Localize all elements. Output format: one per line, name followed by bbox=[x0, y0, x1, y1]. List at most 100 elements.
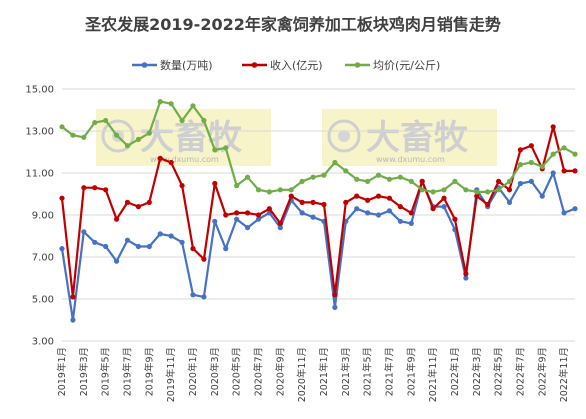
data-point bbox=[441, 187, 447, 193]
data-point bbox=[463, 275, 469, 281]
data-point bbox=[157, 155, 163, 161]
data-point bbox=[397, 174, 403, 180]
data-point bbox=[550, 151, 556, 157]
legend-marker-2 bbox=[354, 62, 361, 68]
x-tick-label: 2020年7月 bbox=[252, 347, 264, 396]
data-point bbox=[244, 174, 251, 180]
legend-item-2: 均价(元/公斤) bbox=[345, 59, 440, 72]
data-point bbox=[59, 195, 65, 201]
data-point bbox=[277, 187, 283, 193]
data-point bbox=[485, 189, 491, 195]
y-tick-label: 13.00 bbox=[25, 127, 54, 138]
data-point bbox=[452, 178, 458, 184]
data-point bbox=[168, 101, 174, 107]
data-point bbox=[135, 136, 142, 142]
data-point bbox=[113, 132, 120, 138]
data-point bbox=[419, 178, 425, 184]
x-tick-label: 2021年11月 bbox=[427, 347, 439, 402]
series-1 bbox=[59, 124, 578, 300]
data-point bbox=[310, 214, 316, 220]
y-axis: 3.00 5.00 7.00 9.00 11.00 13.00 15.00 bbox=[25, 85, 54, 348]
y-tick-label: 11.00 bbox=[25, 169, 54, 180]
legend-marker-1 bbox=[251, 62, 258, 68]
data-point bbox=[506, 187, 513, 193]
x-tick-label: 2020年9月 bbox=[274, 347, 286, 396]
data-point bbox=[506, 178, 513, 184]
x-tick-label: 2022年7月 bbox=[514, 347, 526, 396]
series-layer bbox=[59, 99, 578, 323]
series-0 bbox=[59, 170, 578, 323]
data-point bbox=[332, 292, 338, 298]
x-tick-label: 2020年5月 bbox=[231, 347, 243, 396]
data-point bbox=[255, 212, 262, 218]
data-point bbox=[354, 193, 360, 199]
data-point bbox=[168, 159, 174, 166]
data-point bbox=[386, 176, 393, 182]
x-tick-label: 2021年7月 bbox=[383, 347, 395, 396]
x-tick-label: 2022年1月 bbox=[449, 347, 461, 396]
data-point bbox=[168, 233, 174, 239]
data-point bbox=[506, 199, 513, 205]
data-point bbox=[244, 225, 251, 231]
data-point bbox=[135, 243, 142, 250]
data-point bbox=[135, 204, 142, 210]
data-point bbox=[354, 176, 360, 182]
data-point bbox=[365, 178, 371, 184]
watermark-logo-icon-right bbox=[327, 119, 361, 153]
chart-title: 圣农发展2019-2022年家禽饲养加工板块鸡肉月销售走势 bbox=[84, 15, 501, 34]
data-point bbox=[528, 159, 534, 166]
data-point bbox=[495, 187, 502, 193]
data-point bbox=[70, 294, 76, 300]
data-point bbox=[354, 206, 360, 212]
x-tick-label: 2022年3月 bbox=[471, 347, 483, 396]
x-tick-label: 2019年3月 bbox=[78, 347, 90, 396]
legend-marker-0 bbox=[141, 62, 148, 68]
data-point bbox=[474, 193, 480, 199]
data-point bbox=[288, 187, 294, 193]
data-point bbox=[550, 170, 556, 176]
data-point bbox=[212, 180, 218, 187]
watermark-logo-icon-left bbox=[101, 119, 135, 153]
data-point bbox=[375, 212, 382, 218]
y-tick-label: 3.00 bbox=[32, 337, 54, 348]
data-point bbox=[190, 103, 196, 109]
data-point bbox=[190, 246, 196, 252]
data-point bbox=[81, 185, 87, 191]
y-tick-label: 9.00 bbox=[32, 211, 54, 222]
data-point bbox=[528, 143, 534, 149]
data-point bbox=[223, 145, 229, 151]
data-point bbox=[157, 99, 163, 105]
data-point bbox=[179, 239, 185, 245]
data-point bbox=[397, 218, 403, 224]
data-point bbox=[299, 178, 305, 184]
data-point bbox=[113, 216, 120, 222]
data-point bbox=[474, 189, 480, 195]
x-tick-label: 2020年3月 bbox=[209, 347, 221, 396]
data-point bbox=[124, 199, 131, 205]
data-point bbox=[408, 178, 414, 184]
data-point bbox=[572, 168, 578, 174]
data-point bbox=[92, 185, 98, 191]
data-point bbox=[365, 197, 371, 203]
x-tick-label: 2020年1月 bbox=[187, 347, 199, 396]
legend-label-0: 数量(万吨) bbox=[160, 59, 213, 72]
data-point bbox=[430, 189, 436, 195]
x-tick-label: 2021年1月 bbox=[318, 347, 330, 396]
data-point bbox=[201, 117, 207, 124]
data-point bbox=[288, 193, 294, 199]
data-point bbox=[223, 212, 229, 218]
data-point bbox=[528, 178, 534, 184]
data-point bbox=[299, 210, 305, 216]
x-tick-label: 2021年5月 bbox=[362, 347, 374, 396]
legend: 数量(万吨) 收入(亿元) 均价(元/公斤) bbox=[132, 58, 440, 72]
legend-item-0: 数量(万吨) bbox=[132, 59, 213, 72]
data-point bbox=[103, 187, 109, 193]
x-axis: 2019年1月 2019年3月 2019年5月 2019年7月 2019年9月 2019年… bbox=[56, 347, 570, 402]
data-point bbox=[463, 271, 469, 277]
data-point bbox=[201, 294, 207, 300]
data-point bbox=[321, 201, 327, 208]
data-point bbox=[223, 246, 229, 252]
data-point bbox=[59, 246, 65, 252]
data-point bbox=[495, 178, 502, 184]
x-tick-label: 2019年9月 bbox=[143, 347, 155, 396]
